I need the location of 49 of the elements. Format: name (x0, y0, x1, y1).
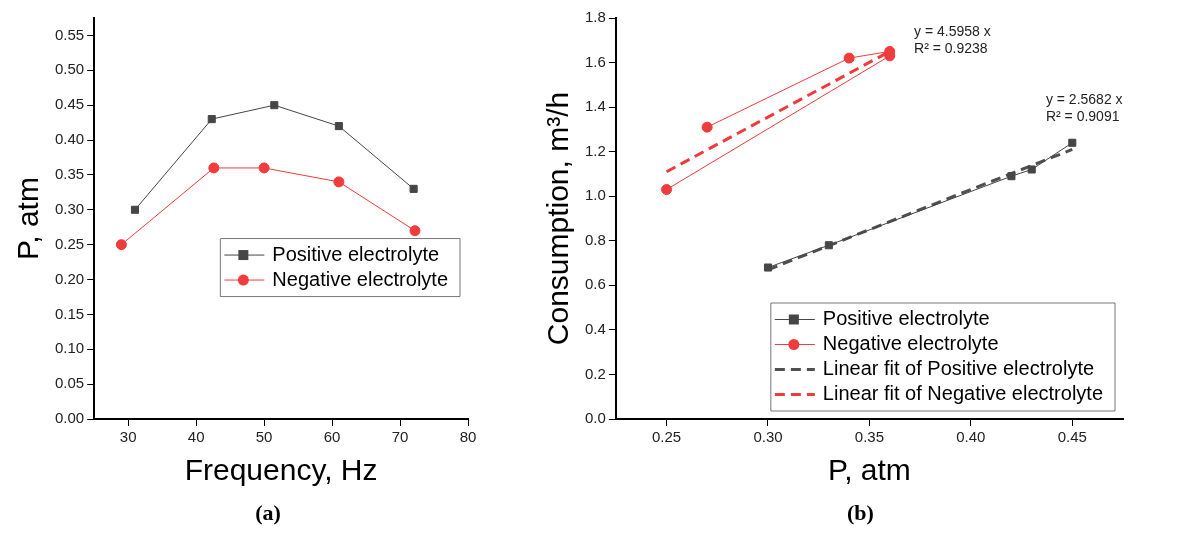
y-tick-label: 1.0 (584, 186, 606, 204)
x-tick-label: 0.40 (956, 428, 986, 446)
annotation: R² = 0.9091 (1045, 107, 1120, 124)
x-axis-title: Frequency, Hz (184, 453, 378, 487)
x-tick-label: 30 (119, 428, 137, 446)
x-tick-label: 40 (187, 428, 205, 446)
y-tick-label: 0.20 (54, 269, 85, 287)
legend-label: Positive electrolyte (272, 242, 440, 265)
x-tick-label: 0.45 (1057, 428, 1087, 446)
x-axis-title: P, atm (828, 453, 911, 487)
y-tick-label: 0.05 (54, 374, 85, 392)
y-axis-title: Consumption, m³/h (541, 91, 575, 346)
y-tick-label: 0.4 (584, 320, 606, 338)
text: (b) (846, 500, 875, 526)
y-tick-label: 0.10 (54, 339, 85, 357)
y-tick-label: 0.15 (54, 304, 85, 322)
legend-label: Negative electrolyte (272, 267, 449, 290)
x-tick-label: 80 (459, 428, 477, 446)
legend-label: Negative electrolyte (822, 332, 999, 355)
y-tick-label: 1.4 (584, 97, 606, 115)
x-tick-label: 70 (391, 428, 409, 446)
annotation: y = 4.5958 x (914, 23, 991, 40)
y-tick-label: 0.55 (54, 25, 85, 43)
y-tick-label: 0.35 (54, 165, 85, 183)
legend-label: Linear fit of Negative electrolyte (822, 382, 1104, 405)
text: (a) (254, 500, 282, 526)
y-tick-label: 0.8 (584, 230, 606, 248)
y-tick-label: 1.2 (584, 141, 606, 159)
y-tick-label: 0.40 (54, 130, 85, 148)
x-tick-label: 50 (255, 428, 273, 446)
y-tick-label: 0.30 (54, 199, 85, 217)
x-tick-label: 0.25 (651, 428, 682, 446)
y-tick-label: 0.45 (54, 95, 85, 113)
y-tick-label: 0.6 (584, 275, 606, 293)
legend-label: Linear fit of Positive electrolyte (822, 357, 1095, 380)
annotation: R² = 0.9238 (914, 40, 988, 57)
y-tick-label: 0.25 (54, 234, 85, 252)
annotation: y = 2.5682 x (1045, 91, 1123, 108)
y-tick-label: 0.2 (584, 364, 606, 382)
y-tick-label: 0.0 (584, 409, 606, 427)
x-tick-label: 0.35 (854, 428, 885, 446)
y-axis-title: P, atm (11, 177, 45, 260)
legend-label: Positive electrolyte (822, 307, 990, 330)
y-tick-label: 1.6 (584, 52, 606, 70)
x-tick-label: 60 (323, 428, 341, 446)
y-tick-label: 0.00 (54, 409, 85, 427)
y-tick-label: 0.50 (54, 60, 85, 78)
y-tick-label: 1.8 (584, 8, 606, 26)
x-tick-label: 0.30 (753, 428, 783, 446)
